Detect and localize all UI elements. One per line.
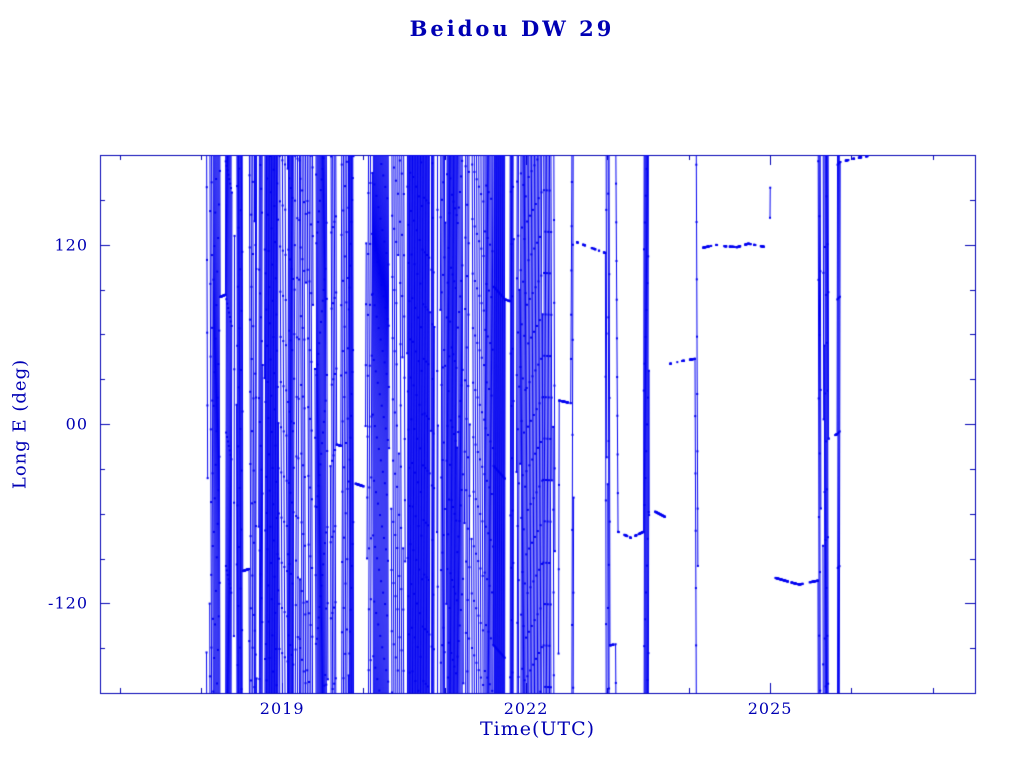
y-tick-label: -120	[48, 593, 88, 613]
x-tick-label: 2019	[259, 699, 305, 718]
y-axis-label: Long E (deg)	[9, 358, 31, 490]
x-axis-label: Time(UTC)	[479, 718, 596, 740]
y-tick-label: 120	[54, 235, 88, 255]
x-tick-label: 2025	[747, 699, 793, 718]
y-tick-label: 00	[65, 414, 88, 434]
chart-title: Beidou DW 29	[409, 16, 615, 41]
x-tick-label: 2022	[503, 699, 549, 718]
